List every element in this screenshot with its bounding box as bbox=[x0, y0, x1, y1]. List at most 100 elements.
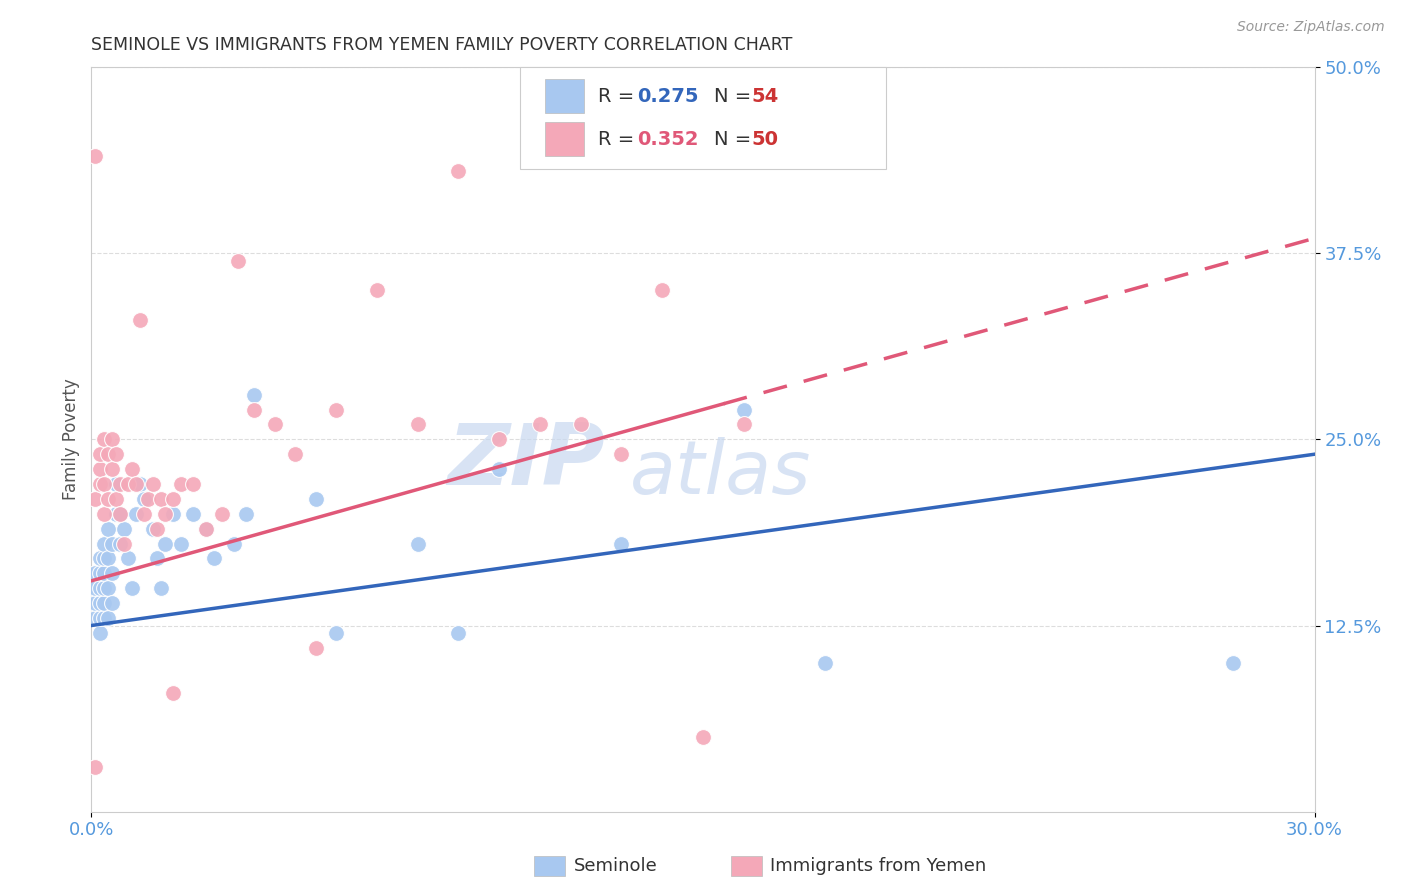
Point bbox=[93, 433, 115, 447]
Point bbox=[89, 611, 111, 625]
Point bbox=[447, 164, 470, 178]
Point bbox=[89, 596, 111, 610]
Point bbox=[304, 491, 326, 506]
Point bbox=[692, 730, 714, 744]
Point bbox=[325, 626, 347, 640]
Point bbox=[89, 551, 111, 566]
Point bbox=[145, 522, 167, 536]
Point bbox=[93, 536, 115, 550]
Text: N =: N = bbox=[714, 87, 756, 106]
Point bbox=[97, 582, 120, 596]
Point bbox=[93, 477, 115, 491]
Point bbox=[183, 477, 205, 491]
Point bbox=[108, 536, 131, 550]
Point bbox=[211, 507, 233, 521]
Point bbox=[121, 582, 143, 596]
Point bbox=[141, 477, 163, 491]
Point bbox=[104, 507, 127, 521]
Point bbox=[97, 491, 120, 506]
Point bbox=[610, 447, 633, 461]
Point bbox=[162, 507, 184, 521]
Text: ZIP: ZIP bbox=[447, 420, 605, 503]
Point bbox=[406, 536, 429, 550]
Point bbox=[89, 582, 111, 596]
Text: Immigrants from Yemen: Immigrants from Yemen bbox=[770, 857, 987, 875]
Point bbox=[101, 433, 124, 447]
Point bbox=[84, 491, 107, 506]
Point bbox=[447, 626, 470, 640]
Point bbox=[89, 626, 111, 640]
Point bbox=[101, 566, 124, 581]
Text: Source: ZipAtlas.com: Source: ZipAtlas.com bbox=[1237, 20, 1385, 34]
Point bbox=[284, 447, 307, 461]
Point bbox=[84, 760, 107, 774]
Point bbox=[97, 522, 120, 536]
Point bbox=[733, 417, 755, 432]
Text: 0.352: 0.352 bbox=[638, 129, 699, 149]
Text: 50: 50 bbox=[752, 129, 779, 149]
Point bbox=[366, 284, 388, 298]
Text: 0.275: 0.275 bbox=[638, 87, 699, 106]
Point bbox=[93, 582, 115, 596]
Point bbox=[202, 551, 225, 566]
Text: Seminole: Seminole bbox=[574, 857, 658, 875]
Point bbox=[108, 507, 131, 521]
Point bbox=[138, 491, 160, 506]
Point bbox=[488, 462, 510, 476]
Point bbox=[141, 522, 163, 536]
Y-axis label: Family Poverty: Family Poverty bbox=[62, 378, 80, 500]
Text: atlas: atlas bbox=[630, 437, 811, 508]
Point bbox=[84, 566, 107, 581]
Point bbox=[89, 566, 111, 581]
Point bbox=[149, 582, 172, 596]
Point bbox=[104, 491, 127, 506]
Point bbox=[134, 507, 156, 521]
Point bbox=[125, 507, 148, 521]
Point bbox=[89, 462, 111, 476]
Point bbox=[93, 507, 115, 521]
Point bbox=[93, 611, 115, 625]
Text: N =: N = bbox=[714, 129, 756, 149]
Point bbox=[325, 402, 347, 417]
Point bbox=[84, 611, 107, 625]
Point bbox=[121, 462, 143, 476]
Point bbox=[93, 566, 115, 581]
Point bbox=[226, 253, 249, 268]
Point bbox=[814, 656, 837, 670]
Point bbox=[733, 402, 755, 417]
Point bbox=[108, 507, 131, 521]
Point bbox=[93, 596, 115, 610]
Text: 54: 54 bbox=[752, 87, 779, 106]
Point bbox=[264, 417, 287, 432]
Point bbox=[125, 477, 148, 491]
Point bbox=[112, 522, 135, 536]
Point bbox=[93, 551, 115, 566]
Point bbox=[89, 477, 111, 491]
Point bbox=[162, 685, 184, 699]
Point bbox=[117, 551, 139, 566]
Point bbox=[84, 596, 107, 610]
Point bbox=[149, 491, 172, 506]
Text: SEMINOLE VS IMMIGRANTS FROM YEMEN FAMILY POVERTY CORRELATION CHART: SEMINOLE VS IMMIGRANTS FROM YEMEN FAMILY… bbox=[91, 37, 793, 54]
Point bbox=[145, 551, 167, 566]
Point bbox=[101, 462, 124, 476]
Point bbox=[134, 491, 156, 506]
Point bbox=[243, 387, 266, 401]
Point bbox=[162, 491, 184, 506]
Text: R =: R = bbox=[599, 87, 641, 106]
Point bbox=[1222, 656, 1244, 670]
Point bbox=[104, 477, 127, 491]
Point bbox=[153, 507, 176, 521]
Point bbox=[194, 522, 217, 536]
Point bbox=[104, 447, 127, 461]
Point bbox=[117, 477, 139, 491]
Point bbox=[194, 522, 217, 536]
Point bbox=[84, 149, 107, 163]
Point bbox=[170, 477, 193, 491]
Point bbox=[406, 417, 429, 432]
Point bbox=[222, 536, 246, 550]
Point bbox=[89, 447, 111, 461]
Point bbox=[84, 582, 107, 596]
Point bbox=[101, 536, 124, 550]
Point bbox=[153, 536, 176, 550]
